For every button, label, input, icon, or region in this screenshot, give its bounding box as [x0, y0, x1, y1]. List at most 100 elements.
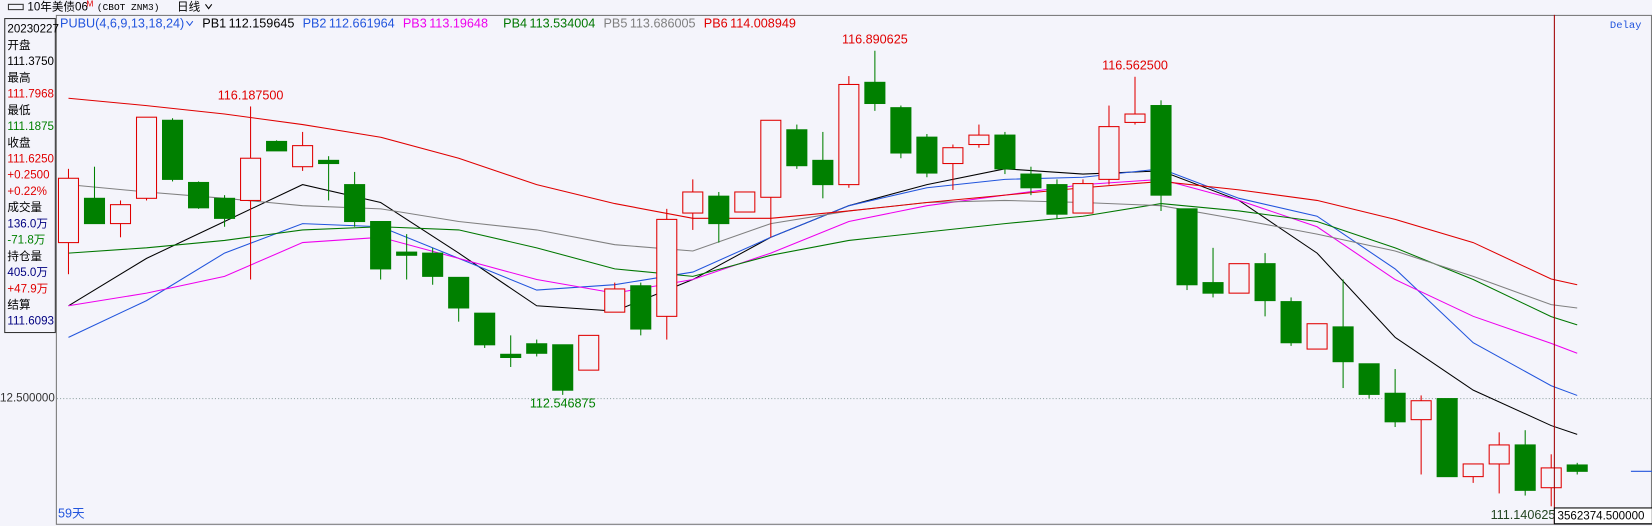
candle-body — [1020, 173, 1042, 189]
info-item: 收盘 — [7, 135, 31, 149]
candle-body — [422, 252, 444, 277]
info-item: 111.7968 — [7, 89, 54, 101]
candle-body — [994, 134, 1016, 170]
candle-body — [1358, 363, 1380, 395]
high-label: 116.562500 — [1102, 59, 1168, 73]
cursor-readout: 3562374.500000 — [1558, 510, 1645, 522]
candle-body — [214, 197, 236, 219]
candle-body — [1254, 263, 1276, 302]
candle-body — [1540, 467, 1562, 489]
legend-value: 112.661964 — [329, 17, 395, 31]
candle-body — [760, 119, 782, 198]
candle-body — [630, 285, 652, 330]
indicator-line — [68, 178, 1578, 354]
period-chevron[interactable] — [205, 4, 213, 10]
candle-body — [942, 147, 964, 165]
high-label: 116.890625 — [842, 33, 908, 47]
candle-body — [448, 276, 470, 309]
candle-body — [1306, 323, 1328, 350]
legend-name: PB6 — [704, 17, 728, 31]
info-item: 最高 — [7, 70, 30, 84]
indicator-line — [68, 97, 1578, 286]
candle-body — [656, 218, 678, 317]
candle-body — [1514, 444, 1536, 491]
candle-body — [135, 116, 158, 199]
candle-body — [1046, 184, 1068, 215]
symbol-code: (CBOT ZNM3) — [97, 2, 160, 13]
candle-body — [500, 353, 522, 358]
candle-body — [57, 177, 80, 244]
candle-body — [1098, 126, 1120, 180]
info-item: +0.2500 — [7, 170, 49, 182]
indicator-name[interactable]: PUBU(4,6,9,13,18,24) — [60, 17, 184, 31]
candle-body — [292, 145, 314, 168]
candle-body — [1436, 398, 1458, 478]
title-bar: 10年美债06 M (CBOT ZNM3) 日线 — [7, 0, 213, 14]
candle-body — [864, 81, 886, 105]
candle-body — [552, 344, 574, 391]
candle-body — [968, 134, 990, 146]
legend-value: 113.19648 — [429, 17, 488, 31]
low-label: 112.546875 — [530, 397, 596, 411]
candle-body — [344, 184, 366, 223]
candle-body — [1228, 263, 1250, 294]
info-item: 成交量 — [7, 200, 42, 214]
symbol-flag: M — [86, 0, 93, 9]
candle-body — [188, 181, 210, 209]
info-item: 结算 — [7, 298, 30, 312]
candle-body — [1176, 208, 1198, 286]
plot-layer: 116.187500 112.546875 116.890625 116.562500… — [56, 14, 1652, 525]
legend-name: PB4 — [503, 17, 527, 31]
candle-body — [1488, 444, 1510, 465]
indicator-line — [68, 168, 1578, 396]
plot-border — [55, 14, 1652, 525]
candle-body — [838, 83, 860, 186]
candle-body — [1280, 301, 1302, 344]
candle-body — [1202, 282, 1224, 294]
legend-name: PB1 — [202, 17, 226, 31]
candle-body — [578, 334, 600, 371]
info-item: 136.0万 — [7, 218, 48, 230]
symbol: 10年美债06 — [27, 0, 88, 14]
candle-body — [370, 221, 392, 270]
info-item: 405.0万 — [7, 267, 48, 279]
y-tick-label: 112.500000 — [0, 393, 55, 405]
candle-body — [109, 204, 132, 225]
indicator-chevron[interactable] — [186, 20, 194, 27]
candle-body — [812, 159, 834, 186]
legend-name: PB2 — [303, 17, 327, 31]
candle-body — [161, 119, 184, 180]
period[interactable]: 日线 — [177, 0, 201, 14]
candle-body — [1150, 105, 1172, 196]
info-item: 开盘 — [7, 38, 31, 52]
low-label: 111.140625 — [1491, 508, 1556, 522]
legend-value: 114.008949 — [730, 17, 796, 31]
candle-body — [682, 191, 704, 214]
legend-name: PB5 — [603, 17, 627, 31]
candle-body — [734, 191, 756, 213]
candle-body — [318, 159, 340, 165]
menu-icon[interactable] — [7, 3, 24, 11]
candle-body — [1332, 326, 1354, 363]
legend-name: PB3 — [403, 17, 427, 31]
candle-body — [240, 157, 262, 201]
candle-body — [890, 107, 912, 154]
legend-value: 113.534004 — [530, 17, 596, 31]
info-item: 最低 — [7, 104, 31, 117]
candle-body — [1124, 113, 1146, 123]
candle-body — [1410, 400, 1432, 421]
info-item: +47.9万 — [7, 283, 48, 295]
info-item: +0.22% — [7, 186, 47, 198]
candle-body — [1566, 464, 1588, 472]
candle-body — [526, 343, 548, 354]
period-count: 59天 — [58, 507, 85, 521]
indicator-line — [68, 203, 1578, 326]
info-item: 111.6093 — [7, 316, 54, 328]
info-item: 持仓量 — [7, 249, 42, 263]
candle-body — [786, 129, 808, 167]
info-item: 111.6250 — [7, 153, 54, 165]
candle-body — [708, 195, 730, 225]
